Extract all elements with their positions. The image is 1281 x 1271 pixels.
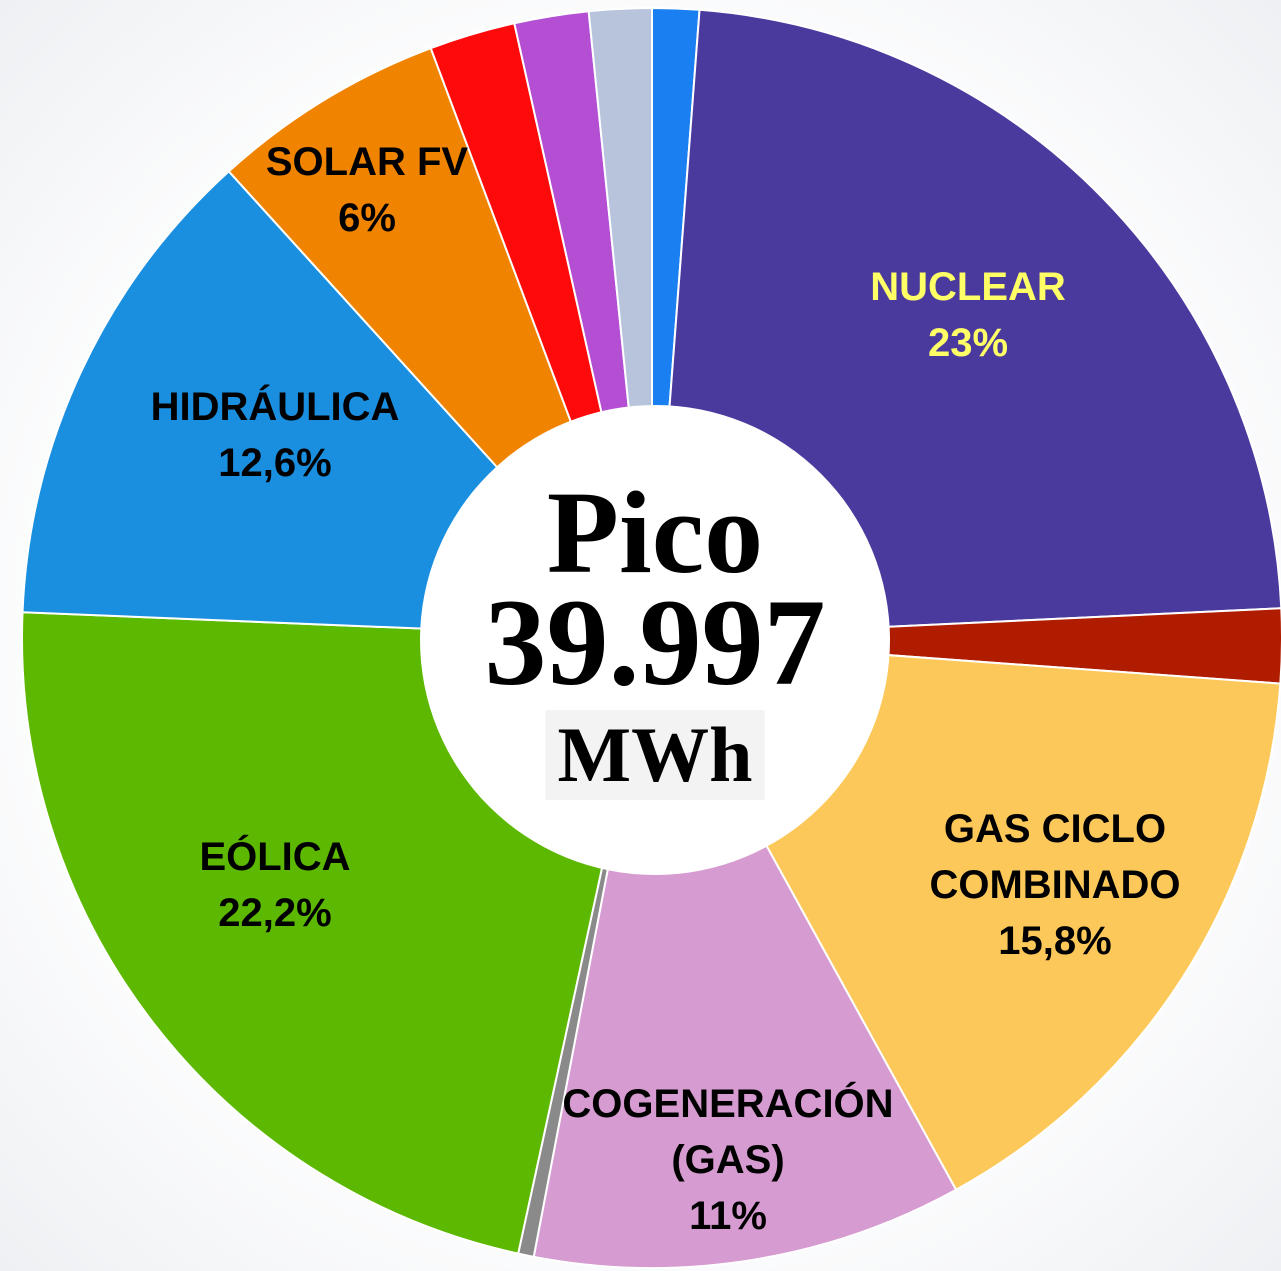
slice-label: NUCLEAR 23% [768,259,1168,371]
slice-label: EÓLICA 22,2% [125,829,425,941]
category-label: GAS CICLO COMBINADO [929,807,1181,907]
value-label: 15,8% [998,919,1112,963]
slice-label: GAS CICLO COMBINADO 15,8% [895,801,1215,969]
value-label: 6% [338,196,396,240]
value-label: 23% [927,321,1009,365]
center-unit: MWh [545,710,765,800]
slice-label: HIDRÁULICA 12,6% [115,379,435,491]
slice-label: SOLAR FV 6% [217,134,517,246]
donut-hole [420,405,890,875]
category-label: SOLAR FV [265,140,469,184]
center-title: Pico [546,467,764,598]
center-value: 39.997 [484,574,826,711]
value-label: 12,6% [218,441,332,485]
value-label: 11% [689,1194,767,1238]
category-label: HIDRÁULICA [150,385,400,429]
value-label: 22,2% [218,891,332,935]
category-label: NUCLEAR [870,265,1066,309]
slice-label: COGENERACIÓN (GAS) 11% [518,1076,938,1244]
category-label: COGENERACIÓN (GAS) [562,1082,894,1182]
category-label: EÓLICA [199,835,351,879]
